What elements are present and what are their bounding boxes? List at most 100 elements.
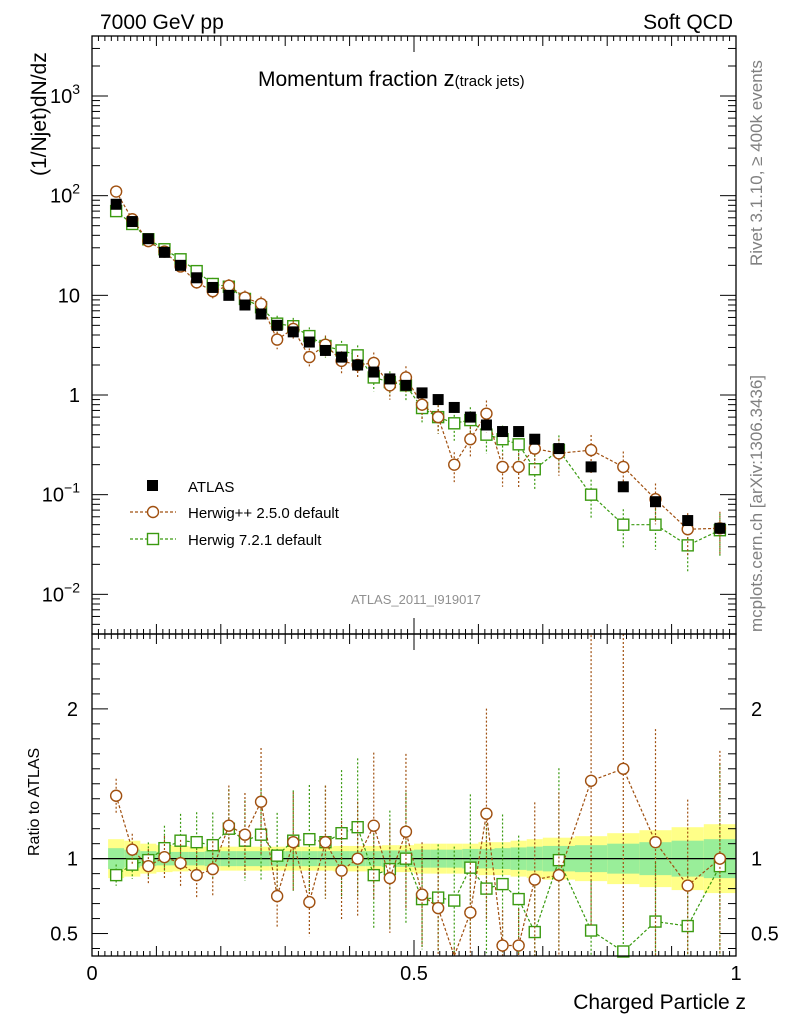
atlas-point bbox=[319, 344, 331, 356]
legend-label-herwigpp: Herwig++ 2.5.0 default bbox=[188, 505, 340, 522]
herwig7-point-bottom bbox=[190, 835, 203, 849]
herwigpp-point-bottom bbox=[238, 828, 252, 841]
atlas-point bbox=[416, 387, 428, 399]
x-axis-title: Charged Particle z bbox=[573, 991, 746, 1014]
atlas-point bbox=[682, 515, 694, 527]
herwigpp-point-top bbox=[222, 279, 236, 292]
atlas-point bbox=[432, 394, 444, 406]
atlas-point bbox=[368, 366, 380, 378]
herwigpp-point-top bbox=[512, 460, 525, 474]
herwigpp-point-bottom bbox=[222, 819, 236, 832]
plot-title-main: Momentum fraction bbox=[258, 68, 444, 91]
y-tick-label-bottom-left: 0.5 bbox=[50, 924, 78, 946]
herwigpp-point-top bbox=[496, 460, 509, 474]
atlas-point bbox=[480, 419, 492, 431]
y-tick-label-base: 10 bbox=[50, 186, 72, 208]
y-tick-label-top: 10−1 bbox=[42, 480, 80, 507]
legend-label-atlas: ATLAS bbox=[188, 479, 234, 496]
herwigpp-point-top bbox=[415, 398, 429, 411]
herwigpp-point-bottom bbox=[126, 843, 139, 856]
herwigpp-point-bottom bbox=[109, 789, 123, 802]
herwigpp-point-bottom bbox=[649, 835, 662, 849]
data-marks bbox=[109, 185, 727, 958]
herwigpp-point-bottom bbox=[254, 795, 268, 808]
herwigpp-point-bottom bbox=[617, 762, 630, 775]
herwigpp-point-bottom bbox=[681, 879, 694, 892]
y-tick-label-bottom-right: 1 bbox=[751, 849, 762, 871]
herwigpp-point-bottom bbox=[552, 868, 566, 882]
herwigpp-point-bottom bbox=[399, 825, 413, 838]
y-tick-label-exp: −1 bbox=[64, 480, 80, 496]
y-tick-label-exp: −2 bbox=[64, 579, 80, 595]
atlas-point bbox=[303, 336, 315, 348]
herwigpp-point-bottom bbox=[480, 807, 493, 820]
atlas-point bbox=[497, 426, 509, 438]
herwig7-point-bottom bbox=[254, 828, 268, 841]
legend-marker-atlas bbox=[147, 480, 158, 491]
herwig7-point-bottom bbox=[448, 894, 461, 907]
ratio-uncertainty-bands bbox=[92, 824, 736, 894]
herwig7-point-bottom bbox=[681, 919, 694, 933]
atlas-point bbox=[191, 272, 203, 284]
atlas-point bbox=[207, 281, 219, 293]
y-tick-label-bottom-left: 2 bbox=[67, 699, 78, 721]
herwig7-point-bottom bbox=[496, 877, 509, 891]
herwigpp-point-bottom bbox=[464, 906, 477, 919]
herwigpp-point-bottom bbox=[190, 868, 203, 882]
herwig7-point-bottom bbox=[584, 924, 598, 937]
herwig7-point-bottom bbox=[303, 832, 316, 846]
herwig7-point-bottom bbox=[552, 853, 566, 867]
herwig7-point-bottom bbox=[617, 945, 630, 958]
herwigpp-point-bottom bbox=[142, 859, 155, 873]
analysis-label: ATLAS_2011_I919017 bbox=[351, 592, 481, 607]
y-tick-label-top: 102 bbox=[50, 181, 80, 208]
legend-label-herwig7: Herwig 7.2.1 default bbox=[188, 532, 322, 549]
atlas-point bbox=[448, 401, 460, 413]
herwigpp-point-bottom bbox=[584, 774, 598, 787]
atlas-point bbox=[271, 319, 283, 331]
herwig7-point-bottom bbox=[109, 868, 123, 882]
herwigpp-point-bottom bbox=[367, 819, 380, 832]
herwigpp-point-top bbox=[270, 333, 284, 346]
herwigpp-point-top bbox=[109, 185, 123, 198]
y-tick-label-base: 1 bbox=[69, 385, 80, 407]
legend-marker-herwigpp bbox=[146, 505, 160, 519]
atlas-point bbox=[384, 373, 396, 385]
herwigpp-point-top bbox=[480, 407, 493, 420]
herwig7-point-bottom bbox=[367, 868, 380, 882]
y-axis-title-top: (1/Njet)dN/dz bbox=[28, 52, 51, 176]
herwig7-point-top bbox=[448, 417, 461, 430]
atlas-point bbox=[352, 359, 364, 371]
y-tick-label-base: 10 bbox=[58, 285, 80, 307]
atlas-point bbox=[158, 246, 170, 258]
herwigpp-point-bottom bbox=[335, 864, 348, 877]
herwigpp-point-bottom bbox=[287, 835, 300, 849]
herwigpp-point-top bbox=[254, 297, 268, 311]
herwigpp-point-top bbox=[431, 410, 445, 424]
herwigpp-point-bottom bbox=[512, 939, 525, 952]
y-tick-label-top: 10−2 bbox=[42, 579, 80, 606]
herwig7-point-top bbox=[649, 518, 662, 531]
plot-title: Momentum fraction z(track jets) bbox=[258, 66, 525, 91]
herwigpp-point-top bbox=[448, 458, 461, 471]
herwig7-point-top bbox=[528, 463, 541, 476]
atlas-point bbox=[175, 259, 187, 271]
herwigpp-point-bottom bbox=[496, 939, 509, 952]
atlas-point bbox=[553, 443, 565, 455]
header-right: Soft QCD bbox=[643, 11, 733, 34]
y-tick-label-bottom-left: 1 bbox=[67, 849, 78, 871]
atlas-point bbox=[464, 411, 476, 423]
y-tick-label-base: 10 bbox=[42, 485, 64, 507]
herwigpp-point-bottom bbox=[270, 889, 284, 903]
herwig7-point-top bbox=[480, 428, 493, 441]
herwigpp-point-bottom bbox=[351, 852, 364, 865]
herwigpp-point-bottom bbox=[431, 901, 445, 915]
atlas-point bbox=[617, 481, 629, 493]
y-tick-label-top: 1 bbox=[69, 385, 80, 407]
y-tick-label-exp: 2 bbox=[72, 181, 80, 197]
y-tick-label-base: 10 bbox=[50, 86, 72, 108]
herwigpp-point-bottom bbox=[415, 888, 429, 901]
herwigpp-point-bottom bbox=[174, 856, 187, 870]
rivet-label: Rivet 3.1.10, ≥ 400k events bbox=[747, 60, 766, 266]
